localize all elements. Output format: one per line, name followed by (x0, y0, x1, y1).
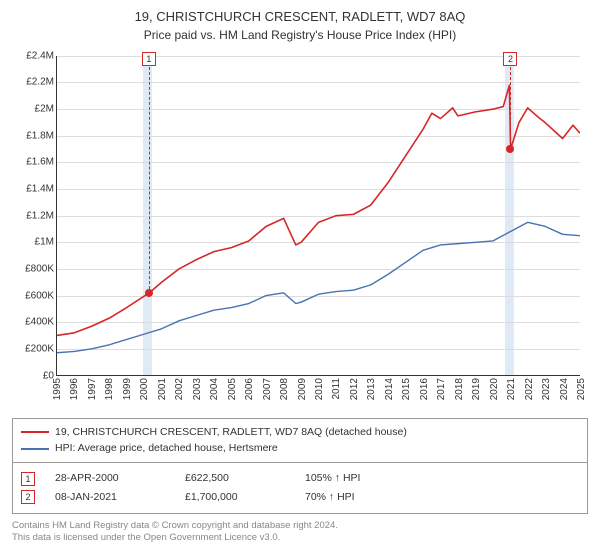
x-axis-label: 1996 (69, 378, 80, 400)
chart-title: 19, CHRISTCHURCH CRESCENT, RADLETT, WD7 … (12, 8, 588, 26)
x-axis-label: 1995 (52, 378, 63, 400)
x-axis-label: 1997 (87, 378, 98, 400)
footer-line-1: Contains HM Land Registry data © Crown c… (12, 520, 588, 532)
transaction-marker-icon: 1 (21, 472, 35, 486)
transaction-price: £622,500 (185, 469, 285, 488)
y-axis-label: £1.2M (26, 210, 54, 221)
x-axis-label: 2014 (384, 378, 395, 400)
x-axis-label: 2013 (366, 378, 377, 400)
x-axis-label: 2018 (454, 378, 465, 400)
chart-marker-2: 2 (503, 52, 517, 66)
y-axis-label: £1.6M (26, 157, 54, 168)
transaction-marker-icon: 2 (21, 490, 35, 504)
x-axis-label: 2005 (227, 378, 238, 400)
y-axis-label: £400K (25, 317, 54, 328)
chart-marker-1: 1 (142, 52, 156, 66)
x-axis-label: 2023 (541, 378, 552, 400)
transactions-table: 1 28-APR-2000 £622,500 105% ↑ HPI 2 08-JAN-20… (12, 463, 588, 514)
transaction-row: 1 28-APR-2000 £622,500 105% ↑ HPI (21, 469, 579, 488)
x-axis-label: 2025 (576, 378, 587, 400)
y-axis-label: £2M (35, 103, 54, 114)
legend-label: HPI: Average price, detached house, Hert… (55, 440, 278, 457)
x-axis-label: 2024 (559, 378, 570, 400)
x-axis-label: 2012 (349, 378, 360, 400)
plot-region (56, 56, 580, 376)
legend-swatch (21, 448, 49, 450)
y-axis-label: £2.2M (26, 77, 54, 88)
y-axis-label: £1.8M (26, 130, 54, 141)
transaction-price: £1,700,000 (185, 488, 285, 507)
footer-line-2: This data is licensed under the Open Gov… (12, 532, 588, 544)
x-axis-label: 2001 (157, 378, 168, 400)
x-axis-label: 2020 (489, 378, 500, 400)
legend-label: 19, CHRISTCHURCH CRESCENT, RADLETT, WD7 … (55, 424, 407, 441)
chart-area: £0£200K£400K£600K£800K£1M£1.2M£1.4M£1.6M… (12, 52, 588, 412)
x-axis-label: 1999 (122, 378, 133, 400)
transaction-date: 28-APR-2000 (55, 469, 165, 488)
x-axis-label: 2006 (244, 378, 255, 400)
x-axis-label: 2017 (436, 378, 447, 400)
x-axis-label: 2022 (524, 378, 535, 400)
y-axis-label: £1M (35, 237, 54, 248)
x-axis-label: 2021 (506, 378, 517, 400)
legend: 19, CHRISTCHURCH CRESCENT, RADLETT, WD7 … (12, 418, 588, 464)
x-axis-label: 2004 (209, 378, 220, 400)
y-axis-label: £800K (25, 263, 54, 274)
x-axis-label: 1998 (104, 378, 115, 400)
x-axis-label: 2003 (192, 378, 203, 400)
series-hpi (57, 222, 580, 352)
y-axis-label: £600K (25, 290, 54, 301)
x-axis-label: 2010 (314, 378, 325, 400)
y-axis-label: £2.4M (26, 50, 54, 61)
x-axis-label: 2019 (471, 378, 482, 400)
legend-item: 19, CHRISTCHURCH CRESCENT, RADLETT, WD7 … (21, 424, 579, 441)
x-axis-label: 2008 (279, 378, 290, 400)
y-axis-label: £1.4M (26, 183, 54, 194)
x-axis-label: 2016 (419, 378, 430, 400)
x-axis-label: 2000 (139, 378, 150, 400)
series-price_paid (57, 85, 580, 335)
y-axis-label: £200K (25, 343, 54, 354)
x-axis-label: 2015 (401, 378, 412, 400)
x-axis-label: 2009 (297, 378, 308, 400)
footer-attribution: Contains HM Land Registry data © Crown c… (12, 520, 588, 545)
chart-subtitle: Price paid vs. HM Land Registry's House … (12, 28, 588, 42)
transaction-hpi-change: 105% ↑ HPI (305, 469, 415, 488)
x-axis-label: 2007 (262, 378, 273, 400)
x-axis-label: 2002 (174, 378, 185, 400)
legend-swatch (21, 431, 49, 433)
transaction-date: 08-JAN-2021 (55, 488, 165, 507)
x-axis-label: 2011 (331, 378, 342, 400)
transaction-hpi-change: 70% ↑ HPI (305, 488, 415, 507)
transaction-row: 2 08-JAN-2021 £1,700,000 70% ↑ HPI (21, 488, 579, 507)
legend-item: HPI: Average price, detached house, Hert… (21, 440, 579, 457)
